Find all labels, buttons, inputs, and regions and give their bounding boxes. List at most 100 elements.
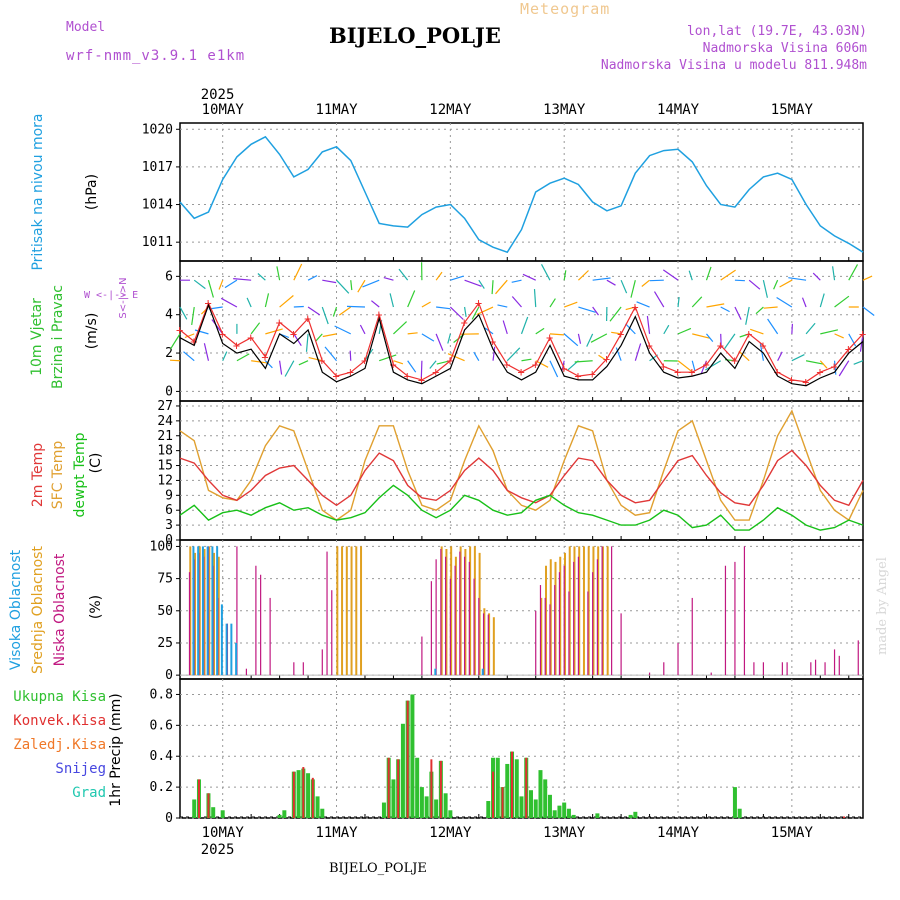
- precip-bar-total: [571, 814, 576, 818]
- wind-arrow: [611, 331, 622, 335]
- gust-marker: +: [774, 365, 781, 379]
- wind-unit-label: (m/s): [84, 313, 100, 350]
- wind-arrow: [834, 333, 844, 339]
- wind-arrow: [222, 351, 228, 361]
- y-tick-label: 21: [157, 429, 173, 444]
- gust-marker: +: [688, 365, 695, 379]
- year-label-top: 2025: [201, 87, 235, 103]
- high-cloud-axis-label: Visoka Oblacnost: [8, 549, 24, 670]
- wind-arrow: [739, 333, 750, 338]
- precip-bar-convective: [843, 816, 846, 818]
- wind-arrow: [265, 328, 283, 335]
- gust-marker: +: [304, 312, 311, 326]
- precip-bar-total: [495, 757, 500, 818]
- wind-arrow: [191, 306, 195, 325]
- wind-arrow: [577, 333, 582, 344]
- precip-bar-total: [381, 802, 386, 818]
- y-tick-label: 0.6: [150, 718, 173, 733]
- wind-arrow: [315, 333, 323, 342]
- wind-arrow: [688, 270, 693, 281]
- wind-arrow: [359, 324, 366, 335]
- wind-arrow: [511, 279, 522, 283]
- gust-marker: +: [745, 327, 752, 341]
- wind-arrow: [720, 306, 730, 313]
- gust-marker: +: [532, 358, 539, 372]
- day-label-top: 13MAY: [543, 102, 586, 118]
- day-label-top: 15MAY: [771, 102, 814, 118]
- wind-arrow: [662, 269, 679, 281]
- wind-axis-label: 10m Vjetar: [29, 298, 45, 376]
- wind-arrow: [812, 272, 821, 281]
- wind-arrow: [250, 322, 261, 335]
- precip-bar-total: [543, 779, 548, 818]
- precip-bar-total: [737, 808, 742, 818]
- wind-arrow: [520, 316, 529, 335]
- wind-arrow: [535, 327, 545, 335]
- gust-marker: +: [859, 327, 866, 341]
- precip-bar-total: [628, 814, 633, 818]
- wind-arrow: [169, 359, 181, 362]
- wind-arrow: [734, 306, 742, 320]
- wind-arrow: [646, 315, 651, 334]
- gust-marker: +: [489, 335, 496, 349]
- wind-arrow: [284, 360, 295, 377]
- precip-bar-total: [505, 763, 510, 818]
- wind-arrow: [207, 280, 214, 298]
- wind-arrow: [338, 306, 352, 316]
- day-label-top: 12MAY: [429, 102, 472, 118]
- wind-compass-vertical-label: S<-|->N: [118, 277, 129, 318]
- precip-bar-total: [595, 813, 600, 818]
- wind-arrow: [169, 333, 181, 350]
- wind-arrow: [663, 324, 670, 335]
- wind-arrow: [773, 279, 779, 290]
- wind-arrow: [502, 320, 508, 335]
- gust-marker: +: [831, 359, 838, 373]
- wind-arrow: [862, 306, 875, 316]
- watermark: made by Angel: [875, 557, 890, 655]
- wind-arrow: [350, 280, 353, 291]
- gust-marker: +: [717, 338, 724, 352]
- wind-arrow: [407, 290, 416, 308]
- wind-arrow: [495, 279, 508, 295]
- gust-marker: +: [546, 331, 553, 345]
- wind-arrow: [429, 360, 437, 369]
- cloud-unit-label: (%): [88, 595, 104, 619]
- precip-bar-convective: [430, 759, 433, 818]
- wind-arrow: [522, 273, 536, 281]
- wind-arrow: [762, 280, 768, 298]
- gust-marker: +: [603, 352, 610, 366]
- precip-bar-total: [400, 723, 405, 818]
- wind-speed-line: [179, 303, 864, 387]
- wind-arrow: [734, 279, 745, 282]
- wind-arrow: [625, 306, 636, 311]
- wind-arrow: [862, 275, 873, 281]
- dewpoint-axis-label: dewpt Temp: [72, 432, 88, 517]
- wind-arrow: [819, 360, 828, 369]
- y-tick-label: 1011: [142, 235, 173, 250]
- wind-arrow: [549, 333, 564, 336]
- lonlat-label: lon,lat (19.7E, 43.03N): [686, 24, 867, 39]
- gust-marker: +: [418, 373, 425, 387]
- y-tick-label: 50: [157, 604, 173, 619]
- gust-marker: +: [247, 331, 254, 345]
- wind-arrow: [371, 300, 380, 308]
- wind-arrow: [379, 354, 397, 362]
- temp-2m-axis-label: 2m Temp: [30, 443, 46, 507]
- wind-arrow: [184, 333, 195, 339]
- y-tick-label: 24: [157, 414, 173, 429]
- wind-arrow: [407, 332, 418, 335]
- wind-arrow: [853, 360, 864, 365]
- wind-arrow: [767, 318, 779, 335]
- wind-arrow: [692, 333, 710, 339]
- gust-marker: +: [361, 354, 368, 368]
- wind-arrow: [264, 293, 270, 308]
- precip-legend-item: Grad: [72, 785, 106, 801]
- day-label-bottom: 13MAY: [543, 825, 586, 841]
- gust-marker: +: [446, 354, 453, 368]
- wind-arrow: [745, 306, 750, 325]
- wind-arrow: [677, 327, 692, 335]
- wind-arrow: [322, 333, 337, 338]
- wind-arrow: [848, 264, 859, 281]
- y-tick-label: 1020: [142, 122, 173, 137]
- precip-bar-total: [514, 759, 519, 818]
